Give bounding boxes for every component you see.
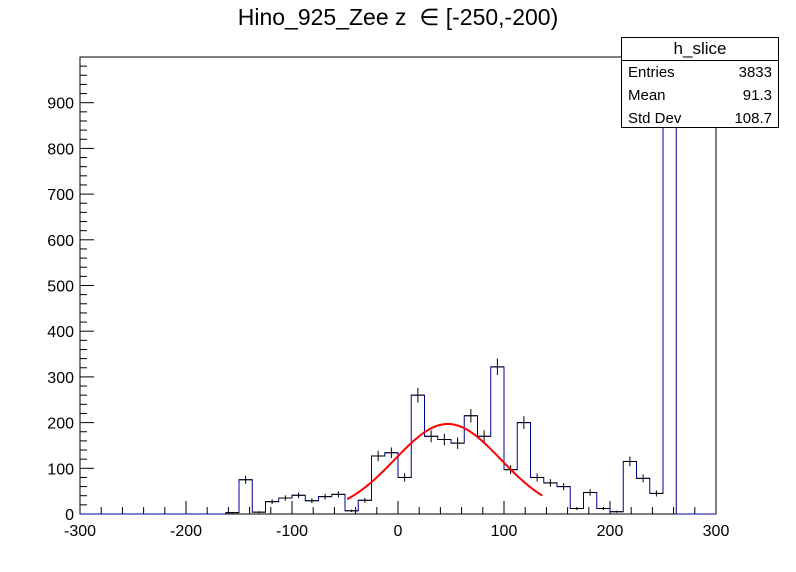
stats-box: h_slice Entries 3833 Mean 91.3 Std Dev 1… xyxy=(621,37,779,128)
error-bar xyxy=(636,474,650,483)
histogram-outline xyxy=(80,93,716,515)
stats-row-stddev: Std Dev 108.7 xyxy=(622,107,778,130)
error-bar xyxy=(623,456,637,467)
error-bar xyxy=(570,506,584,511)
error-bar xyxy=(517,416,531,430)
error-bar xyxy=(490,358,504,376)
y-tick-label: 100 xyxy=(47,461,74,478)
error-bar xyxy=(424,430,438,443)
y-tick-label: 400 xyxy=(47,324,74,341)
error-bar xyxy=(331,491,345,498)
x-tick-label: 200 xyxy=(597,523,624,540)
error-bar xyxy=(557,483,571,491)
error-bar xyxy=(398,473,412,482)
y-tick-label: 200 xyxy=(47,416,74,433)
y-tick-label: 500 xyxy=(47,279,74,296)
x-tick-label: 100 xyxy=(491,523,518,540)
error-bar xyxy=(371,450,385,462)
error-bar xyxy=(384,447,398,459)
stats-label: Mean xyxy=(628,87,666,104)
error-bar xyxy=(464,409,478,423)
error-bar xyxy=(437,433,451,446)
y-tick-label: 300 xyxy=(47,370,74,387)
error-bar xyxy=(292,492,306,499)
y-tick-label: 600 xyxy=(47,233,74,250)
stats-row-mean: Mean 91.3 xyxy=(622,84,778,107)
x-tick-label: 0 xyxy=(394,523,403,540)
error-bar xyxy=(278,495,292,501)
stats-row-entries: Entries 3833 xyxy=(622,61,778,84)
error-bar xyxy=(649,490,663,497)
error-bar xyxy=(265,499,279,505)
stats-value: 3833 xyxy=(738,64,772,81)
error-bar xyxy=(477,430,491,443)
stats-value: 91.3 xyxy=(742,87,772,104)
error-bar xyxy=(411,387,425,403)
fit-curve xyxy=(346,422,543,501)
stats-label: Std Dev xyxy=(628,110,682,127)
x-tick-label: -300 xyxy=(64,523,96,540)
error-bar xyxy=(543,479,557,487)
chart-title: Hino_925_Zee z ∈ [-250,-200) xyxy=(237,4,559,30)
error-bar xyxy=(345,509,359,513)
error-bar xyxy=(596,506,610,511)
error-bar xyxy=(225,511,239,514)
error-bar xyxy=(451,437,465,449)
x-tick-label: -100 xyxy=(276,523,308,540)
error-bar xyxy=(583,489,597,496)
error-bar xyxy=(305,498,319,504)
x-tick-label: -200 xyxy=(170,523,202,540)
error-bar xyxy=(530,473,544,482)
error-bar xyxy=(610,510,624,513)
stats-label: Entries xyxy=(628,64,675,81)
y-tick-label: 700 xyxy=(47,187,74,204)
error-bar xyxy=(318,493,332,500)
y-tick-label: 800 xyxy=(47,141,74,158)
error-bar xyxy=(358,497,372,503)
error-bar xyxy=(252,511,266,514)
y-tick-label: 900 xyxy=(47,96,74,113)
stats-value: 108.7 xyxy=(734,110,772,127)
error-bar xyxy=(239,475,253,484)
stats-name: h_slice xyxy=(622,38,778,61)
x-tick-label: 300 xyxy=(703,523,730,540)
y-tick-label: 0 xyxy=(65,507,74,524)
